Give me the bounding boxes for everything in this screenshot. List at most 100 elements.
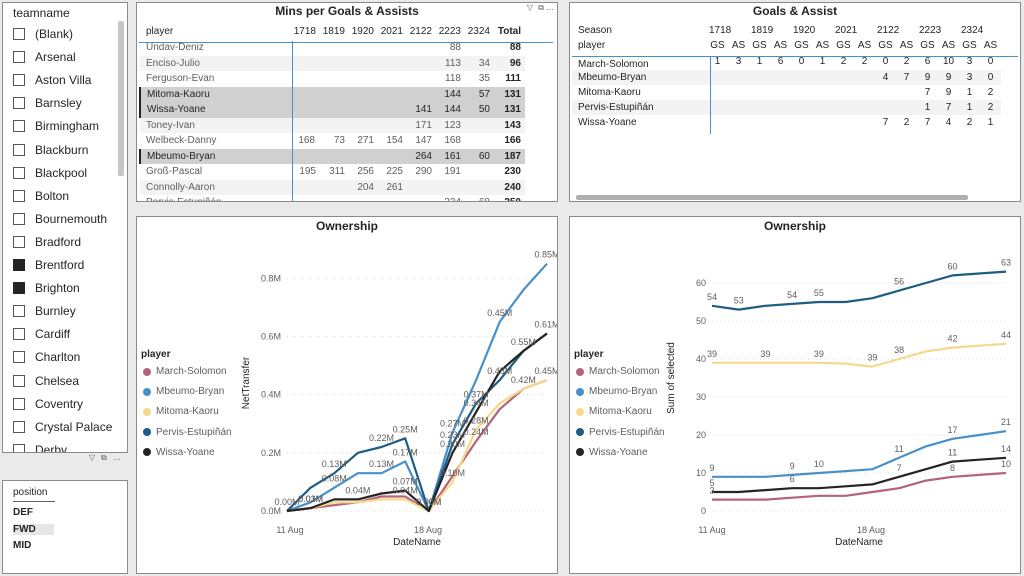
team-option-cardiff[interactable]: Cardiff	[13, 324, 70, 344]
checkbox[interactable]	[13, 74, 25, 87]
column-header-2223[interactable]: 2223	[438, 25, 461, 37]
table-row[interactable]: Mitoma-Kaoru 144 57 131	[139, 86, 525, 102]
table-row[interactable]: Wissa-Yoane 141 144 50 131	[139, 102, 525, 118]
team-option-brighton[interactable]: Brighton	[13, 278, 80, 298]
season-header-2223[interactable]: 2223	[919, 25, 942, 36]
ga-table-h-scrollbar[interactable]	[576, 195, 968, 200]
checkbox[interactable]	[13, 143, 25, 156]
table-row[interactable]: Toney-Ivan 171 123 143	[140, 117, 525, 133]
team-option-arsenal[interactable]: Arsenal	[13, 47, 76, 67]
checkbox[interactable]	[13, 97, 25, 110]
checkbox[interactable]	[13, 120, 25, 133]
value-cell: 113	[435, 55, 464, 71]
column-header-1718[interactable]: 1718	[293, 25, 316, 37]
team-option-crystal-palace[interactable]: Crystal Palace	[13, 417, 112, 437]
filter-icon[interactable]: ▽	[89, 453, 96, 462]
more-options-icon[interactable]: …	[546, 3, 554, 12]
checkbox[interactable]	[13, 212, 25, 225]
team-option-blackpool[interactable]: Blackpool	[13, 163, 87, 183]
table-row[interactable]: March-Solomon 1 3 1 6 0 1 2 2 0 2 6 10 3 0	[572, 53, 1001, 70]
column-header-2021[interactable]: 2021	[380, 25, 403, 37]
season-header-2021[interactable]: 2021	[835, 25, 858, 36]
column-header-1819[interactable]: 1819	[322, 25, 345, 37]
checkbox[interactable]	[13, 351, 25, 364]
legend-item-mbeumo-bryan[interactable]: Mbeumo-Bryan	[576, 386, 657, 397]
checkbox[interactable]	[13, 51, 25, 64]
legend-item-pervis-estupi-n[interactable]: Pervis-Estupiñán	[576, 427, 665, 438]
season-header-2324[interactable]: 2324	[961, 25, 984, 36]
column-header-player[interactable]: player	[146, 25, 174, 37]
season-header-1718[interactable]: 1718	[709, 25, 732, 36]
table-row[interactable]: Undav-Deniz 88 88	[140, 40, 525, 56]
table-row[interactable]: Mbeumo-Bryan 264 161 60 187	[139, 148, 525, 164]
team-option-charlton[interactable]: Charlton	[13, 347, 80, 367]
table-row[interactable]: Pervis-Estupiñán 22468250	[140, 195, 525, 201]
sub-header-as: AS	[815, 40, 830, 51]
team-option-bolton[interactable]: Bolton	[13, 186, 69, 206]
table-row[interactable]: Ferguson-Evan 118 35 111	[140, 71, 525, 87]
legend-item-mitoma-kaoru[interactable]: Mitoma-Kaoru	[576, 406, 652, 417]
legend-item-wissa-yoane[interactable]: Wissa-Yoane	[576, 447, 648, 458]
team-option-barnsley[interactable]: Barnsley	[13, 93, 82, 113]
team-option-label: Birmingham	[35, 119, 100, 134]
more-options-icon[interactable]: …	[113, 453, 121, 462]
column-header-2324[interactable]: 2324	[467, 25, 490, 37]
table-row[interactable]: Wissa-Yoane 7 2 7 4 2 1	[572, 115, 1001, 130]
position-option-fwd[interactable]: FWD	[13, 523, 54, 535]
table-row[interactable]: Mitoma-Kaoru 7 9 1 2	[572, 85, 1001, 100]
checkbox-checked[interactable]	[13, 282, 25, 295]
y-tick-label: 0.4M	[261, 390, 281, 400]
checkbox[interactable]	[13, 328, 25, 341]
checkbox-checked[interactable]	[13, 259, 25, 271]
team-option-derby[interactable]: Derby	[13, 440, 67, 452]
season-header-2122[interactable]: 2122	[877, 25, 900, 36]
value-cell: 1	[917, 100, 938, 115]
table-row[interactable]: Enciso-Julio 113 34 96	[140, 55, 525, 71]
legend-item-march-solomon[interactable]: March-Solomon	[143, 366, 227, 377]
checkbox[interactable]	[13, 235, 25, 248]
column-header-2122[interactable]: 2122	[409, 25, 432, 37]
checkbox[interactable]	[13, 28, 25, 40]
checkbox[interactable]	[13, 397, 25, 410]
team-option-brentford[interactable]: Brentford	[13, 255, 84, 275]
value-cell	[854, 100, 875, 115]
season-header-1920[interactable]: 1920	[793, 25, 816, 36]
table-row[interactable]: Mbeumo-Bryan 4 7 9 9 3 0	[572, 70, 1001, 85]
team-option-coventry[interactable]: Coventry	[13, 394, 83, 414]
position-option-def[interactable]: DEF	[13, 507, 33, 518]
column-header-total[interactable]: Total	[497, 25, 521, 37]
team-option-birmingham[interactable]: Birmingham	[13, 116, 99, 136]
legend-item-mitoma-kaoru[interactable]: Mitoma-Kaoru	[143, 406, 219, 417]
legend-item-march-solomon[interactable]: March-Solomon	[576, 366, 660, 377]
checkbox[interactable]	[13, 189, 25, 202]
table-row[interactable]: Welbeck-Danny 168 73 271 154 147 168 166	[140, 133, 525, 149]
team-option-blank[interactable]: (Blank)	[13, 24, 73, 44]
team-option-burnley[interactable]: Burnley	[13, 301, 76, 321]
legend-item-pervis-estupi-n[interactable]: Pervis-Estupiñán	[143, 427, 232, 438]
position-option-mid[interactable]: MID	[13, 540, 32, 551]
checkbox[interactable]	[13, 166, 25, 179]
season-header-1819[interactable]: 1819	[751, 25, 774, 36]
table-row[interactable]: Pervis-Estupiñán 1 7 1 2	[572, 100, 1001, 115]
checkbox[interactable]	[13, 305, 25, 318]
focus-mode-icon[interactable]: ⧉	[538, 3, 544, 12]
table-row[interactable]: Connolly-Aaron 204 261 240	[140, 179, 525, 195]
checkbox[interactable]	[13, 420, 25, 433]
checkbox[interactable]	[13, 443, 25, 452]
column-header-1920[interactable]: 1920	[351, 25, 374, 37]
value-cell: 166	[504, 135, 521, 147]
focus-mode-icon[interactable]: ⧉	[101, 453, 107, 462]
team-option-blackburn[interactable]: Blackburn	[13, 140, 88, 160]
legend-item-wissa-yoane[interactable]: Wissa-Yoane	[143, 447, 215, 458]
team-option-aston-villa[interactable]: Aston Villa	[13, 70, 91, 90]
table-row[interactable]: Groß-Pascal 195 311 256 225 290 191 230	[140, 164, 525, 180]
legend-item-mbeumo-bryan[interactable]: Mbeumo-Bryan	[143, 386, 224, 397]
checkbox[interactable]	[13, 374, 25, 387]
filter-icon[interactable]: ▽	[526, 3, 533, 12]
team-option-chelsea[interactable]: Chelsea	[13, 371, 79, 391]
team-option-bradford[interactable]: Bradford	[13, 232, 81, 252]
data-label: 0.00M	[416, 497, 441, 507]
legend-marker-icon	[143, 448, 151, 457]
team-slicer-scrollbar[interactable]	[118, 21, 124, 176]
team-option-bournemouth[interactable]: Bournemouth	[13, 209, 107, 229]
